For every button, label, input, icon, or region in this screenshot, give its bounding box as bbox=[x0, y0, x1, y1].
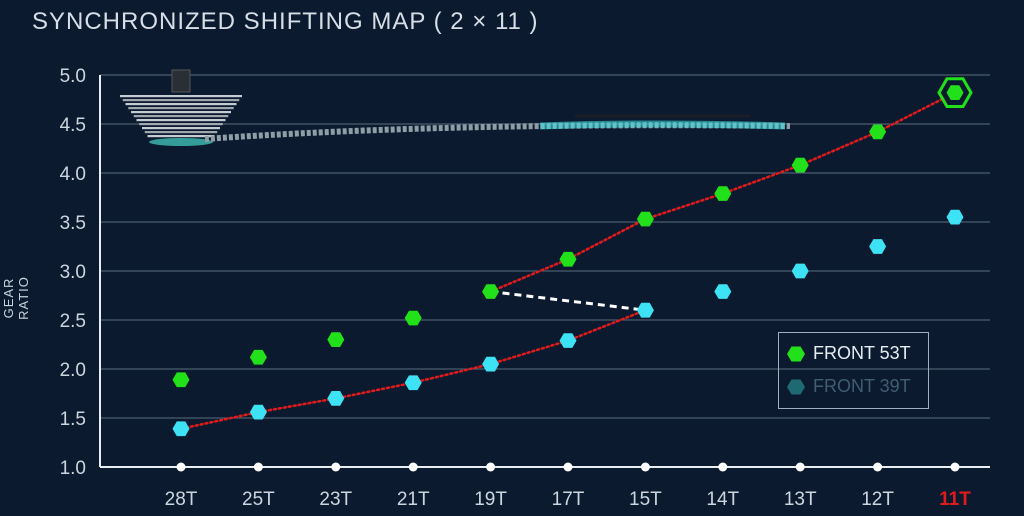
y-axis-label: GEAR RATIO bbox=[1, 276, 31, 320]
cassette-cog bbox=[120, 95, 242, 98]
y-tick-label: 2.0 bbox=[60, 360, 86, 381]
cassette-cog bbox=[131, 111, 231, 114]
point-front-53t bbox=[249, 349, 267, 365]
chart-title: SYNCHRONIZED SHIFTING MAP ( 2 × 11 ) bbox=[32, 8, 539, 35]
cassette-chain-illustration bbox=[120, 69, 791, 146]
x-tick-label: 11T bbox=[939, 489, 971, 510]
x-tick-dot bbox=[640, 462, 650, 472]
point-front-53t bbox=[482, 284, 500, 299]
y-tick-label: 2.5 bbox=[60, 311, 86, 332]
point-front-53t bbox=[791, 157, 809, 173]
point-front-39t bbox=[636, 302, 654, 318]
x-tick-label: 28T bbox=[165, 489, 198, 510]
x-tick-label: 15T bbox=[629, 489, 662, 510]
x-tick-dot bbox=[873, 462, 883, 472]
x-tick-dot bbox=[563, 462, 573, 472]
point-front-39t bbox=[714, 284, 732, 299]
cassette-cog bbox=[128, 107, 234, 110]
y-tick-label: 3.0 bbox=[60, 262, 86, 283]
x-tick-label: 19T bbox=[474, 489, 507, 510]
legend-swatch-hexagon-icon bbox=[787, 346, 805, 361]
x-tick-label: 23T bbox=[319, 489, 352, 510]
x-tick-dot bbox=[950, 462, 960, 472]
x-tick-label: 14T bbox=[706, 489, 739, 510]
point-front-53t bbox=[946, 85, 964, 100]
x-tick-dot bbox=[176, 462, 186, 472]
front-shift-line bbox=[490, 290, 646, 312]
x-tick-label: 21T bbox=[397, 489, 430, 510]
chain-glow bbox=[539, 120, 786, 130]
point-front-53t bbox=[559, 251, 577, 267]
x-tick-dot bbox=[408, 462, 418, 472]
point-front-39t bbox=[791, 263, 809, 279]
cassette-cog bbox=[125, 103, 237, 106]
x-tick-dot bbox=[253, 462, 263, 472]
cassette-cog bbox=[122, 99, 240, 102]
point-front-53t bbox=[869, 124, 887, 140]
point-front-53t bbox=[714, 186, 732, 201]
y-tick-label: 5.0 bbox=[60, 66, 86, 87]
legend: FRONT 53T FRONT 39T bbox=[778, 332, 929, 409]
x-tick-dot bbox=[718, 462, 728, 472]
y-tick-label: 1.5 bbox=[60, 409, 86, 430]
x-tick-label: 25T bbox=[242, 489, 275, 510]
cassette-cog bbox=[144, 131, 218, 134]
y-tick-label: 4.0 bbox=[60, 164, 86, 185]
legend-label: FRONT 39T bbox=[813, 376, 911, 396]
point-front-53t bbox=[404, 310, 422, 326]
point-front-39t bbox=[559, 333, 577, 348]
cassette-cog bbox=[133, 115, 229, 118]
point-front-39t bbox=[869, 239, 887, 254]
x-tick-label: 13T bbox=[784, 489, 817, 510]
legend-item-front-53t: FRONT 53T bbox=[787, 343, 911, 364]
x-tick-label: 12T bbox=[861, 489, 894, 510]
legend-label: FRONT 53T bbox=[813, 343, 911, 363]
legend-swatch-hexagon-icon bbox=[787, 379, 805, 394]
point-front-39t bbox=[482, 356, 500, 372]
cassette-cog bbox=[147, 135, 215, 138]
legend-item-front-39t: FRONT 39T bbox=[787, 376, 911, 397]
cassette-cog bbox=[136, 119, 226, 122]
point-front-39t bbox=[327, 391, 345, 406]
point-front-39t bbox=[946, 209, 964, 225]
point-front-39t bbox=[404, 375, 422, 391]
point-front-39t bbox=[249, 404, 267, 420]
point-front-53t bbox=[636, 211, 654, 227]
point-front-39t bbox=[172, 421, 190, 437]
x-tick-dot bbox=[795, 462, 805, 472]
y-tick-label: 1.0 bbox=[60, 458, 86, 479]
x-tick-dot bbox=[331, 462, 341, 472]
x-tick-dot bbox=[486, 462, 496, 472]
point-front-53t bbox=[327, 332, 345, 347]
cassette-cog bbox=[142, 127, 220, 130]
cassette-glow bbox=[149, 138, 213, 146]
cassette-lockring bbox=[171, 69, 191, 93]
y-tick-label: 3.5 bbox=[60, 213, 86, 234]
x-tick-label: 17T bbox=[552, 489, 585, 510]
point-front-53t bbox=[172, 372, 190, 388]
cassette-cog bbox=[139, 123, 223, 126]
y-tick-label: 4.5 bbox=[60, 115, 86, 136]
